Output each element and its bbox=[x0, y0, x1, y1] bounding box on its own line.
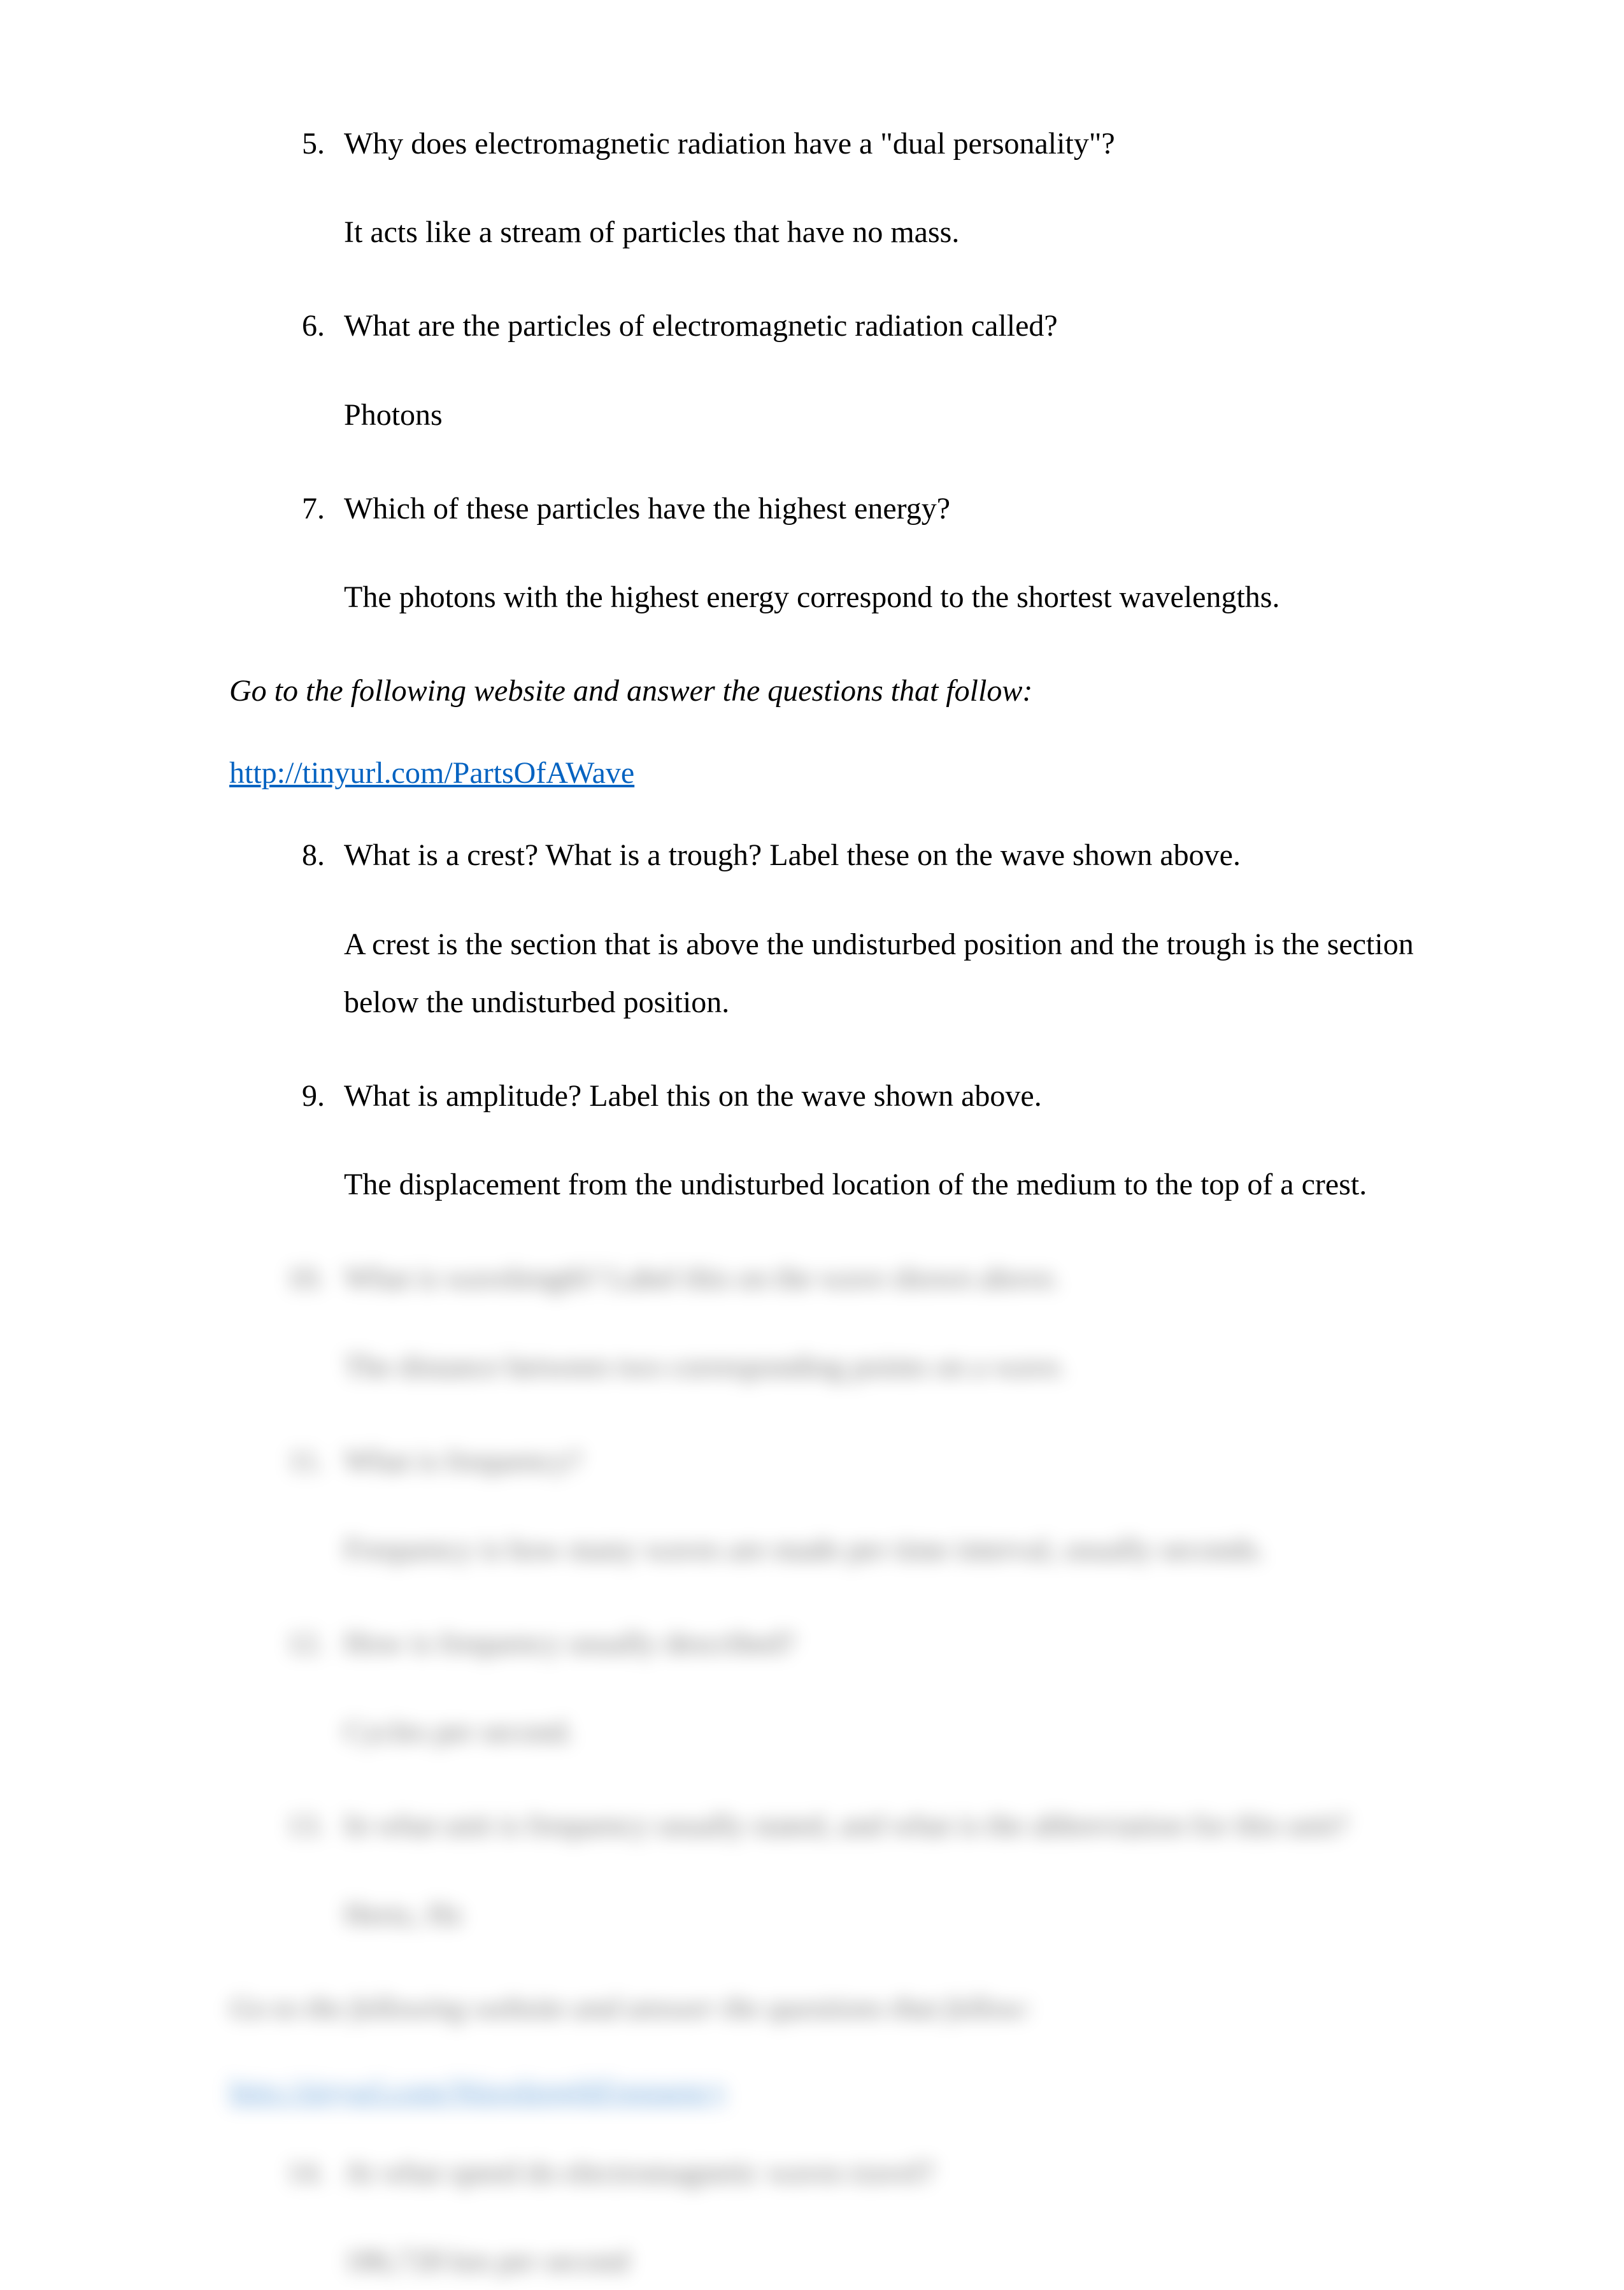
question-12: 12. How is frequency usually described? bbox=[267, 1614, 1433, 1672]
question-number: 7. bbox=[267, 491, 344, 526]
question-text: Why does electromagnetic radiation have … bbox=[344, 115, 1433, 173]
question-number: 11. bbox=[267, 1443, 344, 1478]
answer-8: A crest is the section that is above the… bbox=[267, 915, 1433, 1031]
answer-text: A crest is the section that is above the… bbox=[344, 915, 1433, 1031]
question-text: In what unit is frequency usually stated… bbox=[344, 1796, 1433, 1854]
answer-text: Frequency is how many waves are made per… bbox=[344, 1521, 1433, 1578]
answer-11: Frequency is how many waves are made per… bbox=[267, 1521, 1433, 1578]
document-page: 5. Why does electromagnetic radiation ha… bbox=[0, 0, 1624, 2102]
question-text: Which of these particles have the highes… bbox=[344, 480, 1433, 538]
answer-5: It acts like a stream of particles that … bbox=[267, 203, 1433, 261]
answer-7: The photons with the highest energy corr… bbox=[267, 568, 1433, 626]
question-5: 5. Why does electromagnetic radiation ha… bbox=[267, 115, 1433, 173]
answer-12: Cycles per second. bbox=[267, 1703, 1433, 1761]
answer-text: Hertz, Hz bbox=[344, 1886, 1433, 1943]
instruction-text: Go to the following website and answer t… bbox=[229, 1979, 1433, 2037]
question-number: 13. bbox=[267, 1808, 344, 1843]
question-text: What is wavelength? Label this on the wa… bbox=[344, 1249, 1433, 1307]
question-text: How is frequency usually described? bbox=[344, 1614, 1433, 1672]
instruction-text: Go to the following website and answer t… bbox=[229, 662, 1433, 720]
question-9: 9. What is amplitude? Label this on the … bbox=[267, 1067, 1433, 1125]
website-link[interactable]: http://tinyurl.com/PartsOfAWave bbox=[229, 756, 634, 790]
question-number: 5. bbox=[267, 126, 344, 161]
blurred-preview-region: 10. What is wavelength? Label this on th… bbox=[267, 1249, 1433, 2290]
answer-text: It acts like a stream of particles that … bbox=[344, 203, 1433, 261]
answer-14: 186,728 km per second bbox=[267, 2232, 1433, 2290]
question-number: 9. bbox=[267, 1078, 344, 1113]
question-7: 7. Which of these particles have the hig… bbox=[267, 480, 1433, 538]
answer-text: The displacement from the undisturbed lo… bbox=[344, 1156, 1433, 1213]
question-6: 6. What are the particles of electromagn… bbox=[267, 297, 1433, 355]
link-line: http://tinyurl.com/WavelengthFrequency bbox=[229, 2073, 1433, 2108]
question-text: What is amplitude? Label this on the wav… bbox=[344, 1067, 1433, 1125]
question-10: 10. What is wavelength? Label this on th… bbox=[267, 1249, 1433, 1307]
question-14: 14. At what speed do electromagnetic wav… bbox=[267, 2143, 1433, 2201]
question-text: What is a crest? What is a trough? Label… bbox=[344, 826, 1433, 884]
answer-text: Cycles per second. bbox=[344, 1703, 1433, 1761]
answer-10: The distance between two corresponding p… bbox=[267, 1338, 1433, 1396]
question-13: 13. In what unit is frequency usually st… bbox=[267, 1796, 1433, 1854]
answer-text: The distance between two corresponding p… bbox=[344, 1338, 1433, 1396]
answer-text: 186,728 km per second bbox=[344, 2232, 1433, 2290]
question-number: 12. bbox=[267, 1626, 344, 1661]
question-text: At what speed do electromagnetic waves t… bbox=[344, 2143, 1433, 2201]
content-area: 5. Why does electromagnetic radiation ha… bbox=[191, 115, 1433, 2290]
question-11: 11. What is frequency? bbox=[267, 1432, 1433, 1490]
question-8: 8. What is a crest? What is a trough? La… bbox=[267, 826, 1433, 884]
link-line: http://tinyurl.com/PartsOfAWave bbox=[229, 755, 1433, 791]
question-text: What are the particles of electromagneti… bbox=[344, 297, 1433, 355]
answer-text: The photons with the highest energy corr… bbox=[344, 568, 1433, 626]
question-text: What is frequency? bbox=[344, 1432, 1433, 1490]
question-number: 8. bbox=[267, 838, 344, 873]
answer-6: Photons bbox=[267, 386, 1433, 444]
question-number: 14. bbox=[267, 2155, 344, 2190]
answer-13: Hertz, Hz bbox=[267, 1886, 1433, 1943]
question-number: 10. bbox=[267, 1261, 344, 1296]
question-number: 6. bbox=[267, 308, 344, 343]
answer-text: Photons bbox=[344, 386, 1433, 444]
answer-9: The displacement from the undisturbed lo… bbox=[267, 1156, 1433, 1213]
